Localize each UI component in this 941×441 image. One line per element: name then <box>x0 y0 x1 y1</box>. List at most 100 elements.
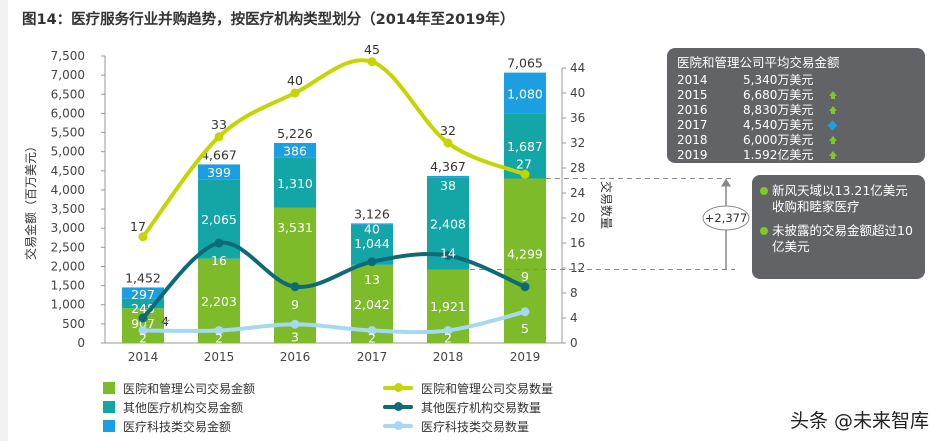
row-year: 2016 <box>677 103 708 117</box>
legend-swatch <box>103 401 115 413</box>
bar-total-label: 5,226 <box>277 126 313 141</box>
bar-segment <box>427 175 469 178</box>
line-value-label: 33 <box>211 117 227 132</box>
y2-tick-label: 28 <box>570 161 585 175</box>
up-arrow-icon <box>829 136 837 144</box>
bar-value-label: 1,080 <box>507 86 543 101</box>
y-tick-label: 5,500 <box>51 126 85 140</box>
legend-label: 医疗科技类交易金额 <box>123 419 232 434</box>
y2-axis-title: 交易数量 <box>599 181 614 229</box>
line-value-label: 45 <box>364 42 380 57</box>
x-tick-label: 2017 <box>357 350 388 364</box>
avg-deal-row: 2018 6,000万美元 <box>677 133 915 148</box>
note-bullet: 新风天域以13.21亿美元收购和睦家医疗 <box>760 183 917 215</box>
line-point <box>520 169 530 179</box>
bar-segment <box>351 223 393 225</box>
line-point <box>443 251 453 260</box>
line-series <box>141 309 527 335</box>
bar-value-label: 40 <box>364 221 380 236</box>
line-point <box>443 138 453 148</box>
line-series <box>141 58 527 239</box>
legend-swatch <box>103 420 115 432</box>
up-arrow-icon <box>829 151 837 159</box>
arrow-head-icon <box>721 178 731 187</box>
y2-tick-label: 0 <box>570 336 578 350</box>
up-arrow-icon <box>829 91 837 99</box>
bar-segment <box>122 287 164 299</box>
line-point <box>520 307 530 317</box>
bar-total-label: 4,367 <box>430 159 466 174</box>
x-tick-label: 2018 <box>433 350 464 364</box>
legend-item: 医院和管理公司交易数量 <box>383 380 553 396</box>
legend-swatch <box>103 382 115 394</box>
line-value-label: 4 <box>161 314 169 329</box>
y-tick-label: 1,000 <box>51 298 85 312</box>
line-point <box>214 238 224 248</box>
bar-total-label: 1,452 <box>125 270 161 285</box>
legend-item: 其他医疗机构交易数量 <box>383 399 541 415</box>
x-tick-label: 2016 <box>280 350 311 364</box>
y-tick-label: 6,500 <box>51 87 85 101</box>
row-value: 8,830万美元 <box>743 103 814 117</box>
line-point <box>290 88 300 98</box>
avg-deal-row: 2019 1.592亿美元 <box>677 148 915 163</box>
row-year: 2014 <box>677 73 708 87</box>
y-tick-label: 3,000 <box>51 221 85 235</box>
up-arrow-icon <box>829 106 837 114</box>
bar-total-label: 3,126 <box>354 206 390 221</box>
y-axis-title: 交易金额（百万美元） <box>23 140 38 260</box>
line-point <box>367 326 377 335</box>
line-value-label: 9 <box>521 269 529 284</box>
bar-value-label: 297 <box>131 287 155 302</box>
bar-value-label: 2,203 <box>201 294 237 309</box>
y-tick-label: 4,500 <box>51 164 85 178</box>
note-text: 未披露的交易金额超过10亿美元 <box>772 223 913 254</box>
bar-segment <box>198 164 240 180</box>
watermark: 头条 @未来智库 <box>789 410 929 432</box>
line-point <box>214 326 224 335</box>
row-year: 2018 <box>677 133 708 147</box>
line-value-label: 2 <box>368 331 376 346</box>
notes-box: 新风天域以13.21亿美元收购和睦家医疗 未披露的交易金额超过10亿美元 <box>752 175 925 279</box>
y-tick-label: 2,500 <box>51 240 85 254</box>
y2-tick-label: 36 <box>570 111 585 125</box>
y-tick-label: 4,000 <box>51 183 85 197</box>
y2-tick-label: 4 <box>570 311 578 325</box>
avg-deal-row: 2016 8,830万美元 <box>677 103 915 118</box>
line-value-label: 40 <box>287 73 303 88</box>
bar-value-label: 4,299 <box>507 246 543 261</box>
line-value-label: 5 <box>521 321 529 336</box>
bar-total-label: 7,065 <box>507 56 543 71</box>
legend-label: 医院和管理公司交易数量 <box>421 381 554 396</box>
legend-item: 医疗科技类交易金额 <box>103 418 231 434</box>
note-text: 新风天域以13.21亿美元收购和睦家医疗 <box>772 183 908 214</box>
avg-deal-row: 2015 6,680万美元 <box>677 88 915 103</box>
legend-label: 其他医疗机构交易数量 <box>421 400 542 415</box>
line-value-label: 17 <box>130 219 146 234</box>
line-value-label: 16 <box>211 253 227 268</box>
bar-segment <box>274 142 316 158</box>
row-year: 2015 <box>677 88 708 102</box>
line-point <box>138 313 148 323</box>
y-tick-label: 7,500 <box>51 49 85 63</box>
line-value-label: 2 <box>444 331 452 346</box>
y-tick-label: 1,500 <box>51 279 85 293</box>
bar-value-label: 907 <box>131 316 155 331</box>
line-series <box>141 240 527 320</box>
bar-segment <box>274 157 316 208</box>
row-value: 6,000万美元 <box>743 133 814 147</box>
legend-line <box>383 383 413 392</box>
line-point <box>290 319 300 329</box>
x-tick-label: 2015 <box>204 350 235 364</box>
line-point <box>367 57 377 67</box>
line-point <box>138 326 148 335</box>
x-tick-label: 2019 <box>510 350 541 364</box>
y2-tick-label: 44 <box>570 61 585 75</box>
leader-line <box>151 319 171 329</box>
bar-value-label: 3,531 <box>277 220 313 235</box>
y2-tick-label: 24 <box>570 186 585 200</box>
line-point <box>367 257 377 267</box>
legend-line <box>383 402 413 411</box>
y2-tick-label: 20 <box>570 211 585 225</box>
